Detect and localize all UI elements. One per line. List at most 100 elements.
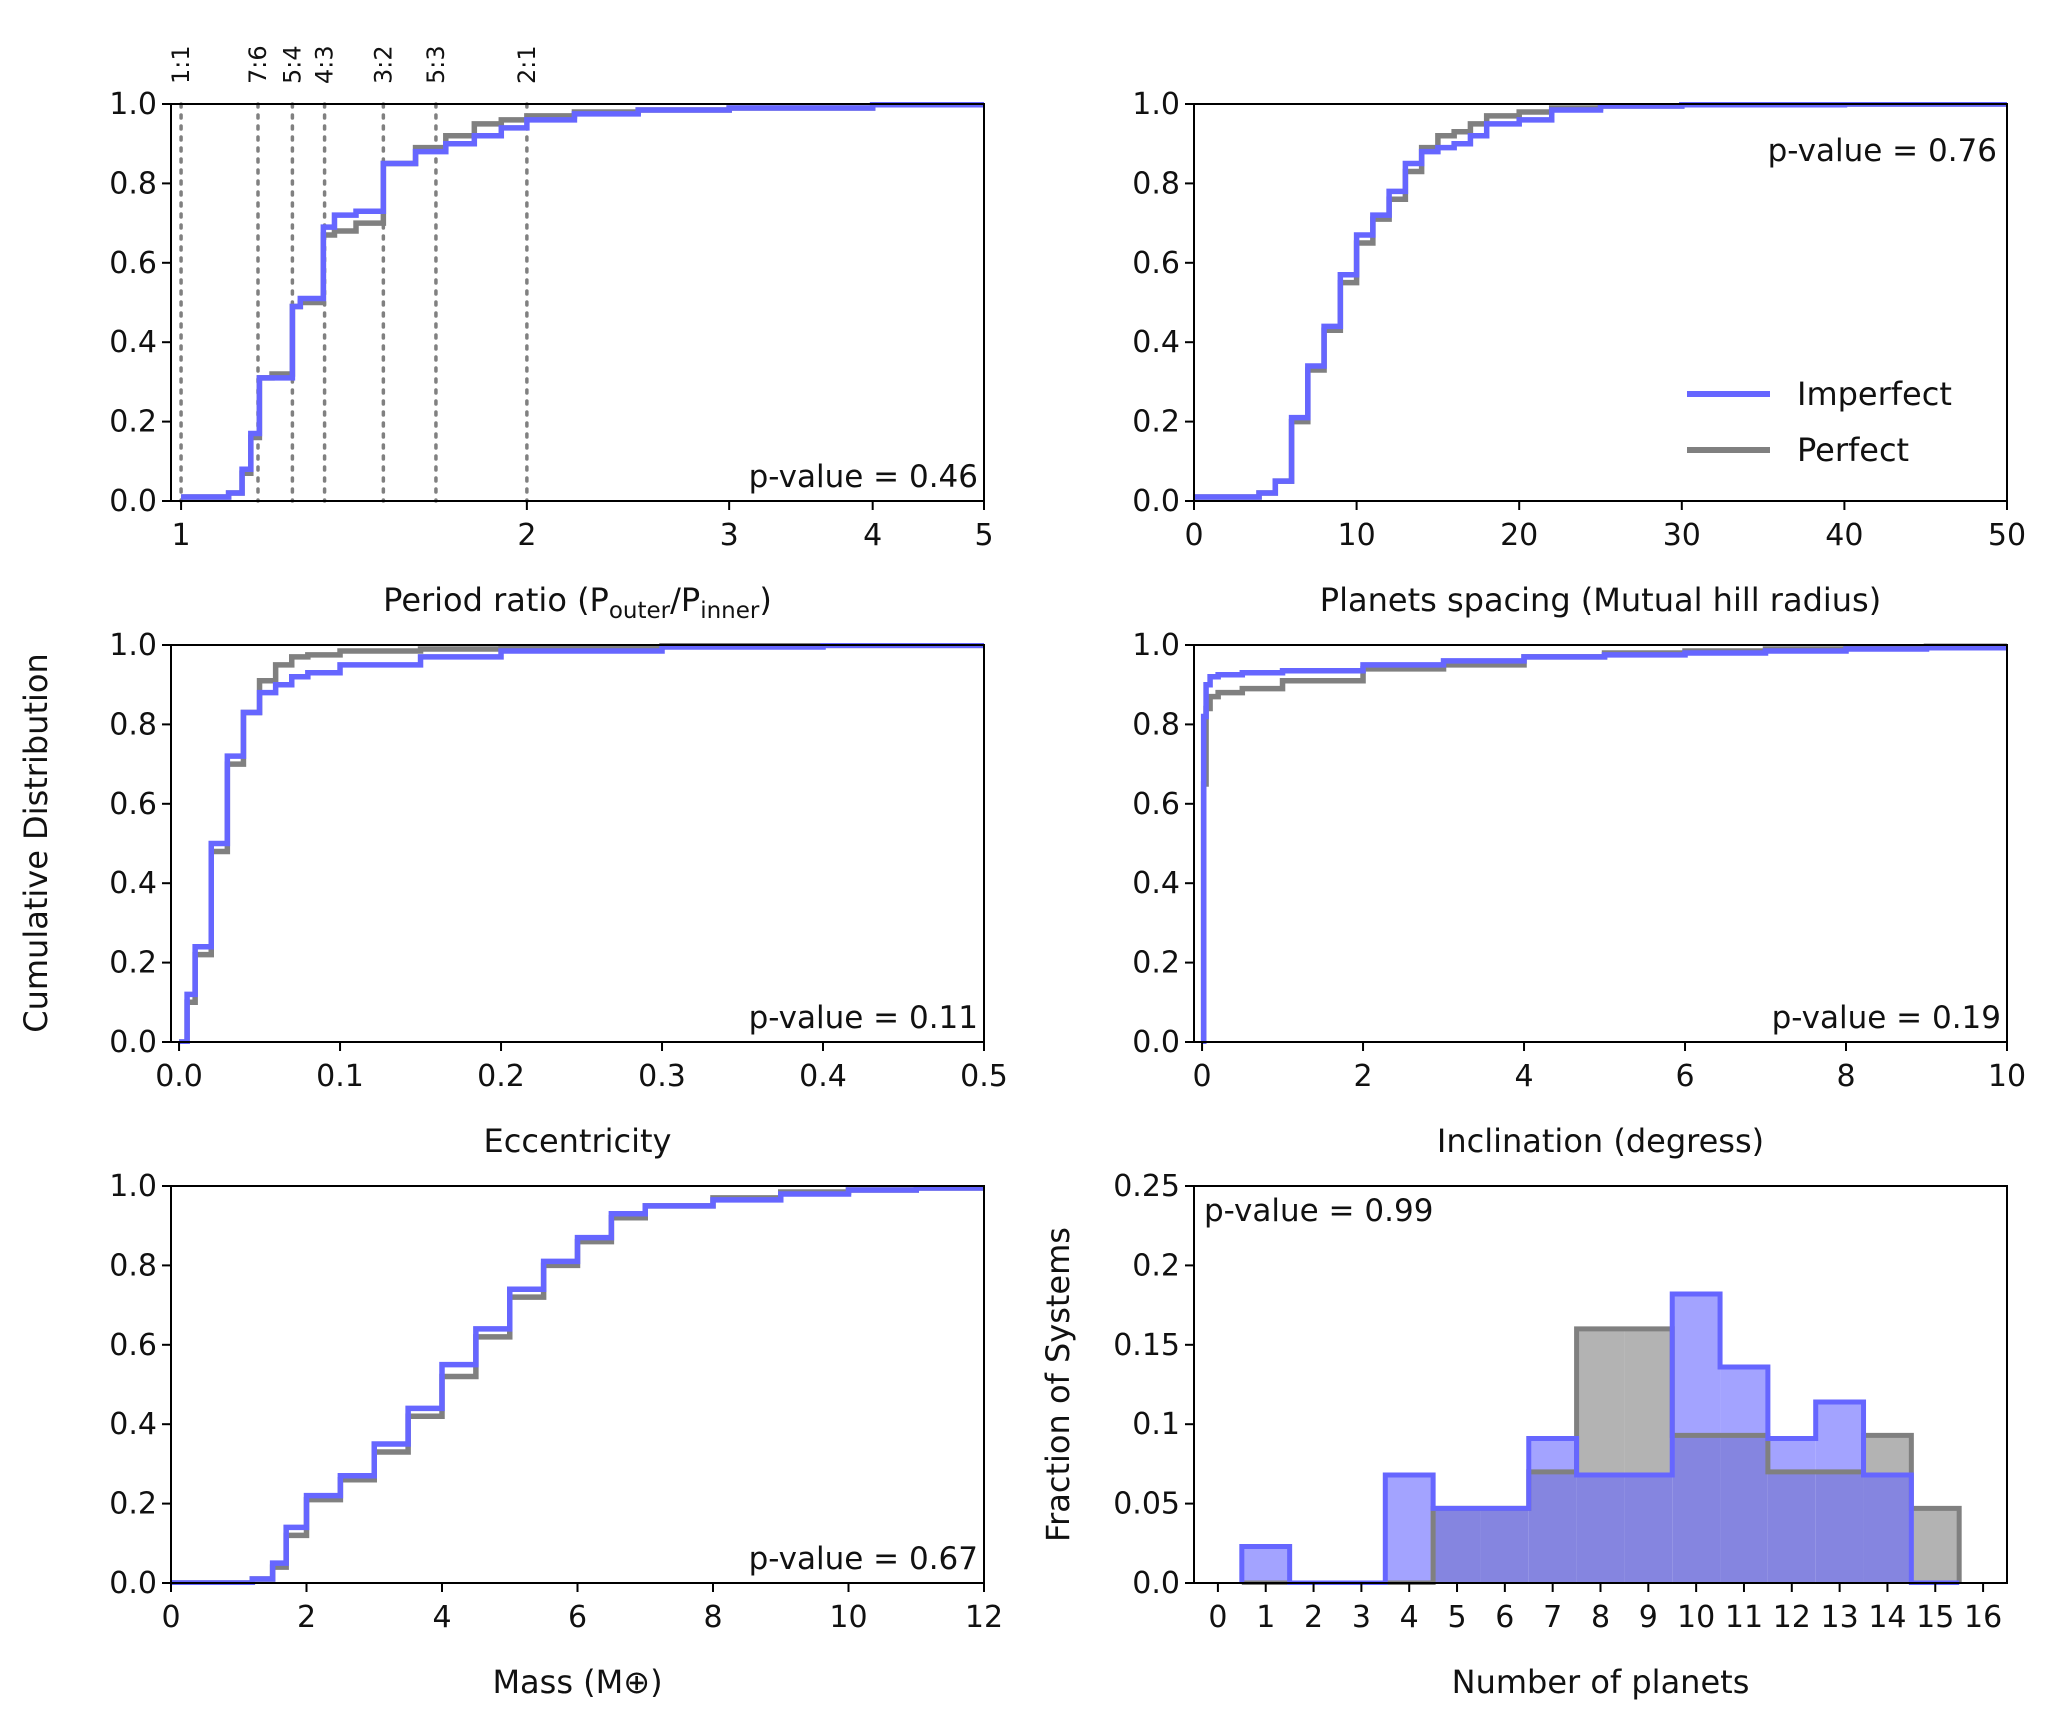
y-axis-label: Fraction of Systems — [1039, 1227, 1077, 1542]
x-tick-label: 0 — [161, 1600, 180, 1635]
axes-frame — [1193, 644, 2008, 1043]
cdf-line-imperfect — [171, 1185, 984, 1585]
y-tick-label: 0.0 — [1132, 484, 1180, 519]
x-tick-label: 0.2 — [477, 1059, 525, 1094]
x-tick-label: 11 — [1725, 1600, 1763, 1635]
y-tick-label: 0.2 — [109, 946, 157, 981]
y-tick-label: 0.4 — [109, 1407, 157, 1442]
x-tick-label: 4 — [1400, 1600, 1419, 1635]
legend-label-imperfect: Imperfect — [1797, 375, 1952, 413]
x-tick-label: 50 — [1988, 518, 2026, 553]
x-tick-label: 1 — [172, 518, 191, 553]
panel-mass: 0.0 0.2 0.4 0.6 0.8 1.0 0 2 4 6 8 10 12 Mass (M⊕) p-va… — [109, 1169, 1003, 1701]
x-tick-label: 1 — [1256, 1600, 1275, 1635]
y-tick-label: 0.0 — [109, 1566, 157, 1601]
cdf-line-imperfect — [1194, 102, 2007, 500]
hist-overlap-bar — [1720, 1435, 1768, 1583]
x-axis-label: Inclination (degress) — [1437, 1122, 1764, 1160]
y-tick-label: 1.0 — [1132, 87, 1180, 122]
resonance-label: 2:1 — [513, 45, 541, 84]
panel-num-planets: 0.00.050.10.150.20.250 1 2 3 4 5 6 7 8 9 10 11 12 13 1… — [1039, 1169, 2008, 1701]
y-tick-label: 0.1 — [1132, 1407, 1180, 1442]
panel-spacing: 0.0 0.2 0.4 0.6 0.8 1.0 0 10 20 30 40 50 Planets spa… — [1132, 87, 2026, 619]
cdf-line-imperfect — [179, 643, 984, 1044]
hist-bar-imperfect — [1815, 1401, 1864, 1472]
x-tick-label: 10 — [1988, 1059, 2026, 1094]
y-tick-label: 0.4 — [109, 866, 157, 901]
hist-overlap-bar — [1576, 1475, 1625, 1583]
x-tick-label: 5 — [974, 518, 993, 553]
x-tick-label: 2 — [297, 1600, 316, 1635]
y-tick-label: 0.0 — [109, 484, 157, 519]
x-tick-label: 0 — [1193, 1059, 1212, 1094]
x-tick-label: 15 — [1916, 1600, 1954, 1635]
x-tick-label: 0.0 — [155, 1059, 203, 1094]
x-axis-label: Planets spacing (Mutual hill radius) — [1320, 581, 1881, 619]
panel-eccentricity: 0.0 0.2 0.4 0.6 0.8 1.0 0.0 0.1 0.2 0.3 0.4 0.5 Ecce… — [109, 628, 1008, 1160]
y-tick-label: 0.8 — [1132, 166, 1180, 201]
resonance-label: 5:3 — [422, 45, 450, 84]
x-tick-label: 10 — [1338, 518, 1376, 553]
x-tick-label: 4 — [432, 1600, 451, 1635]
y-tick-label: 1.0 — [109, 1169, 157, 1204]
x-tick-label: 0.1 — [316, 1059, 364, 1094]
shared-ylabel: Cumulative Distribution — [17, 653, 55, 1033]
x-tick-label: 4 — [863, 518, 882, 553]
x-tick-label: 5 — [1447, 1600, 1466, 1635]
resonance-label: 1:1 — [167, 45, 195, 84]
y-tick-label: 0.05 — [1113, 1487, 1180, 1522]
axes-frame — [170, 644, 985, 1043]
hist-overlap-bar — [1528, 1471, 1577, 1583]
x-tick-label: 12 — [1773, 1600, 1811, 1635]
x-tick-label: 9 — [1639, 1600, 1658, 1635]
axes-frame — [170, 103, 985, 502]
axes-frame — [1193, 103, 2008, 502]
plot-area-eccentricity — [179, 643, 984, 1044]
x-axis-label: Period ratio (Pouter/Pinner) — [383, 581, 772, 624]
x-tick-label: 0.4 — [799, 1059, 847, 1094]
x-tick-label: 3 — [720, 518, 739, 553]
x-tick-label: 13 — [1821, 1600, 1859, 1635]
plot-area-spacing — [1194, 102, 2007, 500]
hist-bar-perfect — [1863, 1435, 1912, 1476]
y-tick-label: 1.0 — [1132, 628, 1180, 663]
hist-overlap-bar — [1767, 1471, 1816, 1583]
y-tick-label: 0.8 — [1132, 707, 1180, 742]
x-tick-label: 7 — [1543, 1600, 1562, 1635]
x-tick-label: 6 — [568, 1600, 587, 1635]
x-tick-label: 14 — [1868, 1600, 1906, 1635]
hist-overlap-bar — [1624, 1475, 1673, 1583]
hist-bar-imperfect — [1241, 1546, 1290, 1583]
x-tick-label: 0.3 — [638, 1059, 686, 1094]
plot-area-num-planets — [1239, 1291, 1962, 1585]
hist-bar-imperfect — [1767, 1438, 1816, 1472]
y-tick-label: 1.0 — [109, 87, 157, 122]
y-tick-label: 0.4 — [109, 325, 157, 360]
p-value-label: p-value = 0.46 — [749, 459, 978, 495]
legend-label-perfect: Perfect — [1797, 431, 1909, 469]
y-tick-label: 0.0 — [1132, 1566, 1180, 1601]
x-axis-label: Eccentricity — [484, 1122, 672, 1160]
hist-overlap-bar — [1863, 1475, 1912, 1583]
hist-bar-perfect — [1911, 1508, 1960, 1583]
x-tick-label: 8 — [1836, 1059, 1855, 1094]
x-tick-label: 0 — [1184, 518, 1203, 553]
y-tick-label: 0.8 — [109, 1248, 157, 1283]
x-axis-label: Mass (M⊕) — [492, 1663, 662, 1701]
hist-bar-imperfect — [1385, 1475, 1434, 1583]
y-tick-label: 0.6 — [109, 787, 157, 822]
hist-overlap-bar — [1480, 1508, 1529, 1583]
y-tick-label: 0.6 — [1132, 787, 1180, 822]
y-tick-label: 0.25 — [1113, 1169, 1180, 1204]
x-tick-label: 2 — [1304, 1600, 1323, 1635]
hist-overlap-bar — [1815, 1471, 1864, 1583]
y-tick-label: 0.2 — [109, 405, 157, 440]
cdf-line-perfect — [179, 643, 984, 1044]
y-tick-label: 0.6 — [109, 246, 157, 281]
x-tick-label: 8 — [1591, 1600, 1610, 1635]
x-tick-label: 12 — [965, 1600, 1003, 1635]
y-tick-label: 1.0 — [109, 628, 157, 663]
cdf-line-perfect — [1200, 643, 2007, 1044]
x-tick-label: 30 — [1663, 518, 1701, 553]
